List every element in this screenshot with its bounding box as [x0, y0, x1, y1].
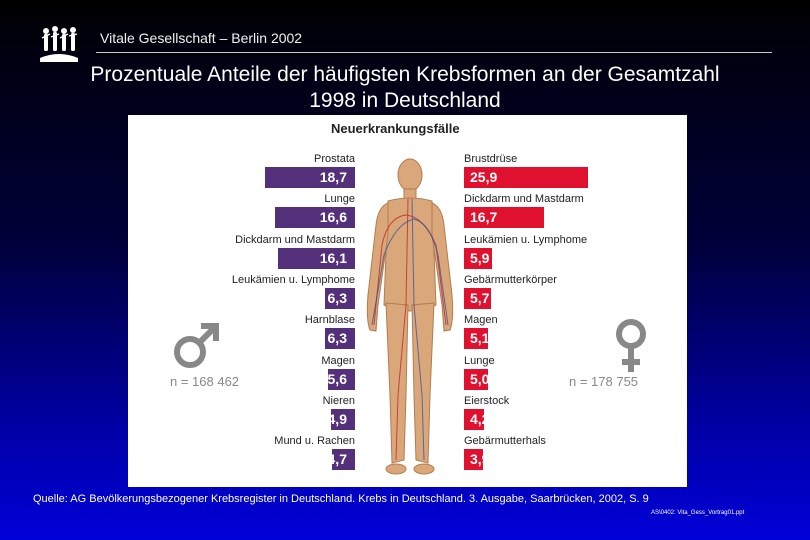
female-value-label: 3,9 — [470, 451, 490, 468]
chart-title: Neuerkrankungsfälle — [331, 121, 460, 136]
female-category-label: Gebärmutterkörper — [464, 273, 557, 286]
female-category-label: Dickdarm und Mastdarm — [464, 193, 584, 206]
source-citation: Quelle: AG Bevölkerungsbezogener Krebsre… — [33, 493, 649, 505]
female-bar: 4,2 — [464, 408, 489, 430]
female-value-label: 5,0 — [470, 370, 490, 387]
female-category-label: Leukämien u. Lymphome — [464, 233, 588, 246]
male-value-label: 6,3 — [327, 330, 347, 347]
male-bar: 5,6 — [327, 368, 355, 390]
male-value-label: 6,3 — [327, 289, 347, 306]
male-value-label: 4,7 — [327, 451, 347, 468]
female-bar: 5,7 — [464, 287, 492, 309]
file-reference: AS\0402: Vita_Gess_Vortrag01.ppt — [651, 510, 745, 516]
female-value-label: 25,9 — [470, 169, 498, 185]
male-category-label: Harnblase — [304, 314, 355, 327]
male-value-label: 16,6 — [319, 209, 347, 226]
male-value-label: 16,1 — [319, 249, 347, 266]
male-category-label: Prostata — [314, 153, 355, 165]
female-bar: 16,7 — [464, 207, 545, 229]
male-bar: 18,7 — [265, 167, 355, 188]
male-category-label: Mund u. Rachen — [274, 435, 355, 448]
male-bar: 4,9 — [327, 408, 355, 430]
male-value-label: 4,9 — [327, 410, 347, 427]
female-value-label: 5,1 — [470, 330, 490, 347]
female-category-label: Magen — [464, 314, 498, 327]
female-category-label: Eierstock — [464, 394, 510, 407]
vitale-gesellschaft-logo-icon — [40, 26, 78, 62]
female-value-label: 5,9 — [470, 249, 490, 266]
male-value-label: 5,6 — [327, 370, 347, 387]
female-category-label: Gebärmutterhals — [464, 435, 546, 448]
male-category-label: Leukämien u. Lymphome — [231, 273, 355, 286]
male-bar: 6,3 — [324, 328, 355, 350]
male-bar: 6,3 — [324, 287, 355, 309]
male-bar: 16,6 — [275, 207, 355, 229]
female-value-label: 5,7 — [470, 289, 490, 306]
female-bar: 5,9 — [464, 247, 493, 269]
male-category-label: Magen — [321, 354, 355, 367]
female-value-label: 4,2 — [470, 410, 490, 427]
header-text: Vitale Gesellschaft – Berlin 2002 — [100, 30, 303, 46]
male-value-label: 18,7 — [319, 169, 347, 185]
female-bar: 5,0 — [464, 368, 490, 390]
female-n-label: n = 178 755 — [569, 374, 639, 389]
slide-title-line1: Prozentuale Anteile der häufigsten Krebs… — [90, 63, 720, 86]
male-category-label: Lunge — [324, 193, 355, 206]
male-n-label: n = 168 462 — [170, 374, 240, 389]
human-body-figure — [366, 158, 454, 475]
male-symbol-icon — [174, 323, 219, 368]
male-bar: 16,1 — [277, 247, 355, 269]
female-bar: 5,1 — [464, 328, 490, 350]
female-bar: 25,9 — [464, 167, 589, 188]
female-value-label: 16,7 — [470, 209, 498, 226]
chart-panel: Neuerkrankungsfälle Prostata 18,7 Lunge 16,… — [128, 115, 687, 487]
header-divider — [96, 52, 772, 53]
slide-title: Prozentuale Anteile der häufigsten Krebs… — [0, 62, 810, 114]
female-category-label: Brustdrüse — [464, 153, 518, 165]
slide-title-line2: 1998 in Deutschland — [309, 89, 501, 112]
female-symbol-icon — [616, 319, 646, 372]
female-bar: 3,9 — [464, 449, 489, 471]
female-category-label: Lunge — [464, 354, 495, 367]
male-category-label: Nieren — [322, 394, 355, 407]
male-category-label: Dickdarm und Mastdarm — [235, 233, 355, 246]
male-bar: 4,7 — [328, 449, 355, 471]
